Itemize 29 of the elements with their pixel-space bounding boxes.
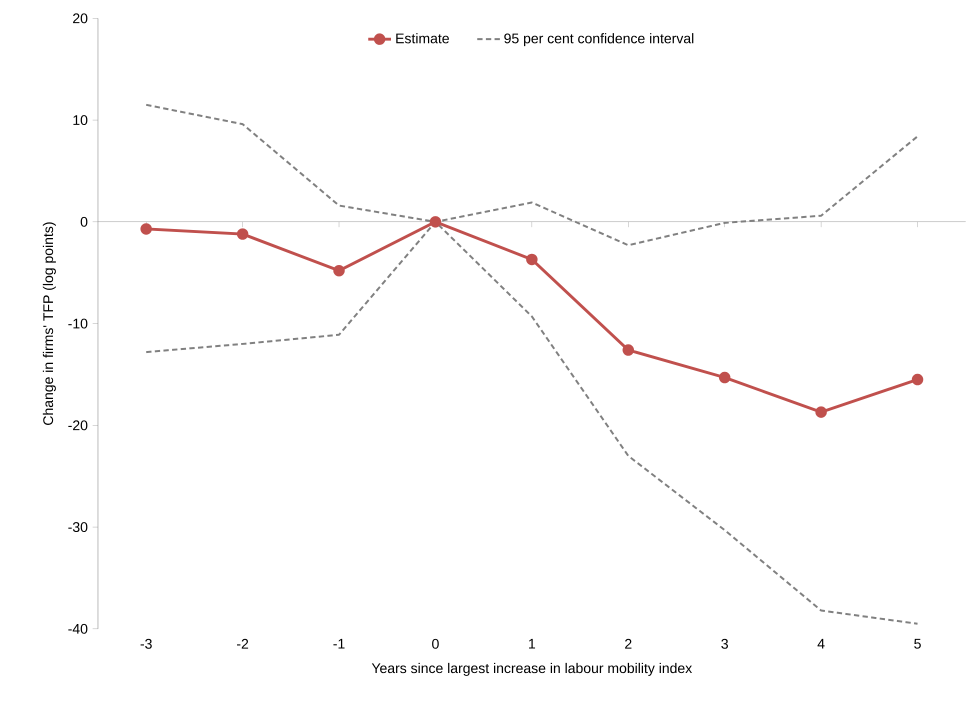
y-tick-label: 0 <box>80 216 88 227</box>
legend-label: 95 per cent confidence interval <box>504 33 694 46</box>
x-tick-label: -3 <box>140 638 152 649</box>
point <box>333 265 345 277</box>
point <box>718 372 730 384</box>
x-tick-label: 1 <box>529 638 536 649</box>
y-tick-label: -10 <box>68 318 88 329</box>
y-tick-label: -40 <box>68 624 88 634</box>
point <box>815 406 827 418</box>
x-tick-label: 2 <box>625 638 632 649</box>
point <box>140 223 152 235</box>
y-axis-title: Change in firms' TFP (log points) <box>42 222 56 426</box>
y-tick-label: -30 <box>68 522 88 532</box>
x-tick-label: 0 <box>432 638 439 649</box>
y-tick-label: -20 <box>68 420 88 430</box>
point <box>430 216 442 228</box>
x-tick-label: -2 <box>237 638 248 649</box>
point <box>622 344 634 356</box>
x-tick-label: 4 <box>818 638 825 649</box>
x-tick-label: 3 <box>721 638 728 649</box>
y-tick-label: 10 <box>73 115 88 126</box>
point <box>526 254 538 266</box>
x-tick-label: -1 <box>333 638 345 649</box>
point <box>912 374 924 386</box>
y-tick-label: 20 <box>73 13 88 24</box>
point <box>236 228 248 240</box>
x-tick-label: 5 <box>914 638 921 649</box>
legend-label: Estimate <box>396 33 449 44</box>
x-axis-title: Years since largest increase in labour mobility index <box>372 662 692 676</box>
